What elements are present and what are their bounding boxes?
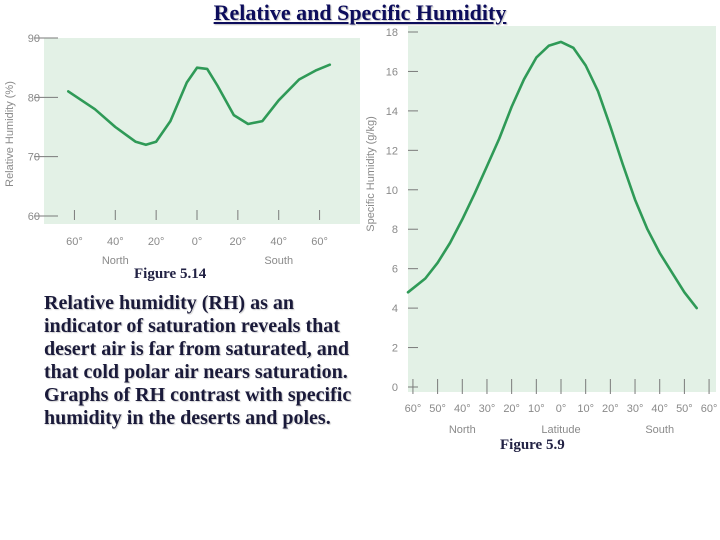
y-tick-label: 60 — [28, 211, 40, 223]
x-tick-label: 40° — [107, 236, 124, 248]
y-tick-label: 70 — [28, 152, 40, 164]
y-tick-label: 12 — [386, 145, 398, 157]
x-tick-label: 60° — [405, 403, 422, 415]
series-line — [67, 63, 332, 147]
y-tick-label: 16 — [386, 66, 398, 78]
specific-humidity-chart: 0 2 4 6 8 10 12 14 16 18 60° 50° 40° 30° 20° 10° 0° 10° 20… — [360, 24, 720, 440]
x-tick-label: 20° — [230, 236, 247, 248]
region-label: North — [102, 255, 129, 267]
y-tick-label: 2 — [392, 343, 398, 355]
plot-background — [408, 26, 716, 392]
y-tick-label: 18 — [386, 27, 398, 39]
body-paragraph-1: Relative humidity (RH) as an indicator o… — [44, 292, 349, 383]
x-tick-label: 60° — [311, 236, 328, 248]
y-tick-label: 6 — [392, 264, 398, 276]
x-tick-label: 10° — [528, 403, 545, 415]
y-tick-label: 10 — [386, 185, 398, 197]
y-axis-label: Relative Humidity (%) — [4, 81, 16, 187]
slide-title: Relative and Specific Humidity — [213, 0, 507, 25]
figure-caption-sh: Figure 5.9 — [500, 437, 565, 453]
x-tick-label: 20° — [503, 403, 520, 415]
y-tick-label: 4 — [392, 303, 398, 315]
x-tick-label: 50° — [429, 403, 446, 415]
y-tick-label: 0 — [392, 382, 398, 394]
region-label: South — [264, 255, 293, 267]
x-tick-label: 20° — [148, 236, 165, 248]
relative-humidity-chart: 60 70 80 90 60° 40° 20° 0° 20° 40° 60° North South Re… — [0, 28, 360, 268]
x-tick-label: 60° — [66, 236, 83, 248]
x-tick-label: 0° — [556, 403, 567, 415]
y-tick-label: 80 — [28, 92, 40, 104]
x-axis-label: Latitude — [541, 424, 580, 436]
body-text: Relative humidity (RH) as an indicator o… — [44, 292, 364, 430]
x-tick-label: 40° — [651, 403, 668, 415]
x-tick-label: 30° — [479, 403, 496, 415]
x-tick-label: 40° — [454, 403, 471, 415]
x-tick-label: 20° — [602, 403, 619, 415]
specific-humidity-svg: 0 2 4 6 8 10 12 14 16 18 60° 50° 40° 30° 20° 10° 0° 10° 20… — [365, 26, 718, 436]
x-tick-label: 40° — [270, 236, 287, 248]
x-tick-label: 30° — [627, 403, 644, 415]
x-tick-label: 60° — [701, 403, 718, 415]
x-tick-label: 50° — [676, 403, 693, 415]
body-paragraph-2: Graphs of RH contrast with specific humi… — [44, 384, 352, 429]
y-tick-label: 90 — [28, 33, 40, 45]
x-tick-label: 10° — [577, 403, 594, 415]
y-axis-label: Specific Humidity (g/kg) — [365, 116, 377, 232]
x-tick-label: 0° — [192, 236, 203, 248]
figure-caption-rh: Figure 5.14 — [134, 266, 207, 282]
relative-humidity-svg: 60 70 80 90 60° 40° 20° 0° 20° 40° 60° North South Re… — [4, 33, 360, 267]
y-tick-label: 14 — [386, 106, 398, 118]
series-line — [406, 40, 698, 310]
region-label: South — [645, 424, 674, 436]
region-label: North — [449, 424, 476, 436]
y-tick-label: 8 — [392, 224, 398, 236]
plot-background — [44, 38, 360, 224]
